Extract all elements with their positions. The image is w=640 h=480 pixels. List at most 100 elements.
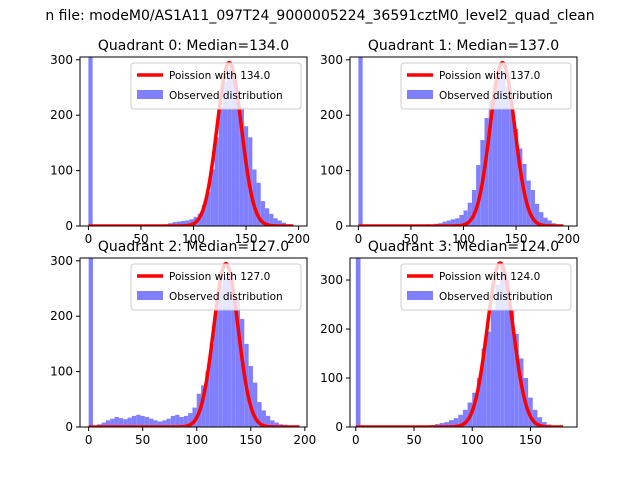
histogram-bar xyxy=(127,417,132,427)
x-tick-label: 200 xyxy=(557,232,580,246)
poisson-curve xyxy=(357,60,565,226)
axes-frame xyxy=(349,257,578,428)
histogram-bar xyxy=(123,419,128,427)
histogram-bar xyxy=(358,57,363,226)
histogram-bar xyxy=(504,280,510,427)
plot-area xyxy=(355,258,564,427)
histogram-bar xyxy=(481,348,487,427)
histogram-bar xyxy=(492,87,498,226)
x-tick-label: 100 xyxy=(182,232,205,246)
histogram-bar xyxy=(537,417,543,427)
histogram-bar xyxy=(472,392,477,427)
histogram-bar xyxy=(500,265,505,427)
x-tick-label: 50 xyxy=(406,433,421,447)
x-tick-label: 200 xyxy=(293,433,316,447)
histogram-bar xyxy=(166,418,171,427)
histogram-bar xyxy=(231,294,236,427)
histogram-bar xyxy=(273,218,278,226)
histogram-bar xyxy=(252,382,258,427)
histogram-bar xyxy=(513,129,519,226)
y-tick-label: 300 xyxy=(50,53,73,67)
histogram-bar xyxy=(526,180,531,226)
x-tick-label: 0 xyxy=(355,232,363,246)
histogram-bar xyxy=(239,318,245,427)
legend-poisson-label: Poission with 127.0 xyxy=(169,271,270,283)
histogram-bar xyxy=(277,220,282,226)
histogram-bar xyxy=(201,204,207,226)
legend-observed-label: Observed distribution xyxy=(169,90,283,102)
legend-box xyxy=(400,62,572,110)
y-tick-label: 200 xyxy=(50,309,73,323)
poisson-curve xyxy=(87,261,301,427)
histogram-bar xyxy=(274,422,279,427)
histogram-bar xyxy=(214,310,219,427)
histogram-bar xyxy=(514,333,519,427)
histogram-bar xyxy=(450,219,456,226)
histogram-bar xyxy=(101,422,106,427)
x-tick-label: 50 xyxy=(403,232,418,246)
histogram-bar xyxy=(205,371,210,427)
plot-area xyxy=(87,57,295,226)
histogram-bar xyxy=(183,415,189,427)
histogram-bar xyxy=(218,106,223,226)
legend: Poission with 127.0 Observed distribution xyxy=(130,263,302,311)
legend-poisson-label: Poission with 134.0 xyxy=(169,70,270,82)
legend: Poission with 137.0 Observed distribution xyxy=(400,62,572,110)
histogram-bar xyxy=(227,271,232,427)
poisson-curve xyxy=(87,60,295,226)
legend-box xyxy=(130,62,302,110)
histogram-bar xyxy=(467,202,472,226)
chart-title: Quadrant 3: Median=124.0 xyxy=(368,239,559,255)
histogram-bar xyxy=(444,422,449,427)
histogram-bar xyxy=(114,417,119,427)
histogram-bar xyxy=(505,86,510,226)
histogram-bar xyxy=(185,220,190,226)
histogram-bar xyxy=(188,413,193,427)
histogram-bar xyxy=(118,418,124,427)
histogram-bar xyxy=(256,182,261,226)
x-tick-label: 50 xyxy=(135,433,150,447)
x-tick-label: 150 xyxy=(239,433,262,447)
histogram-bar xyxy=(257,402,262,427)
chart-title: Quadrant 2: Median=127.0 xyxy=(98,239,289,255)
histogram-bar xyxy=(355,258,361,427)
x-tick-label: 0 xyxy=(352,433,360,447)
y-tick-label: 0 xyxy=(65,420,73,434)
histogram-bar xyxy=(222,81,228,226)
chart-quadrant-1: 0 50 100 150 200 0 100 200 300 Quadrant 1: Median… xyxy=(320,38,580,246)
histogram-bar xyxy=(547,220,552,226)
y-tick-label: 0 xyxy=(335,219,343,233)
chart-title: Quadrant 0: Median=134.0 xyxy=(98,38,289,54)
histogram-bar xyxy=(509,102,514,226)
histogram-bar xyxy=(269,213,274,226)
histogram-bar xyxy=(459,214,464,226)
histogram-bar xyxy=(248,366,253,427)
histogram-bar xyxy=(218,285,223,427)
chart-quadrant-0: 0 50 100 150 200 0 100 200 300 Quadrant 0: Median… xyxy=(50,38,310,246)
y-tick-label: 0 xyxy=(65,219,73,233)
histogram-bar xyxy=(534,203,540,226)
x-tick-label: 150 xyxy=(519,433,542,447)
x-tick-label: 150 xyxy=(505,232,528,246)
histogram-bar xyxy=(243,126,249,226)
legend-observed-swatch xyxy=(407,90,433,99)
y-tick-label: 200 xyxy=(320,108,343,122)
histogram-bar xyxy=(462,409,468,427)
y-tick-label: 300 xyxy=(320,53,343,67)
chart-title: Quadrant 1: Median=137.0 xyxy=(368,38,559,54)
y-tick-label: 300 xyxy=(50,254,73,268)
legend-poisson-label: Poission with 137.0 xyxy=(439,70,540,82)
histogram-bar xyxy=(442,221,447,226)
histogram-bar xyxy=(509,309,515,427)
histogram-bar xyxy=(490,309,496,427)
histogram-bar xyxy=(448,420,454,427)
legend-observed-label: Observed distribution xyxy=(439,90,553,102)
x-tick-label: 150 xyxy=(235,232,258,246)
histogram-bar xyxy=(206,191,211,226)
histogram-bar xyxy=(542,422,547,427)
x-tick-label: 100 xyxy=(461,433,484,447)
histogram-bar xyxy=(265,415,271,427)
y-tick-label: 100 xyxy=(50,365,73,379)
histogram-bar xyxy=(172,222,177,226)
